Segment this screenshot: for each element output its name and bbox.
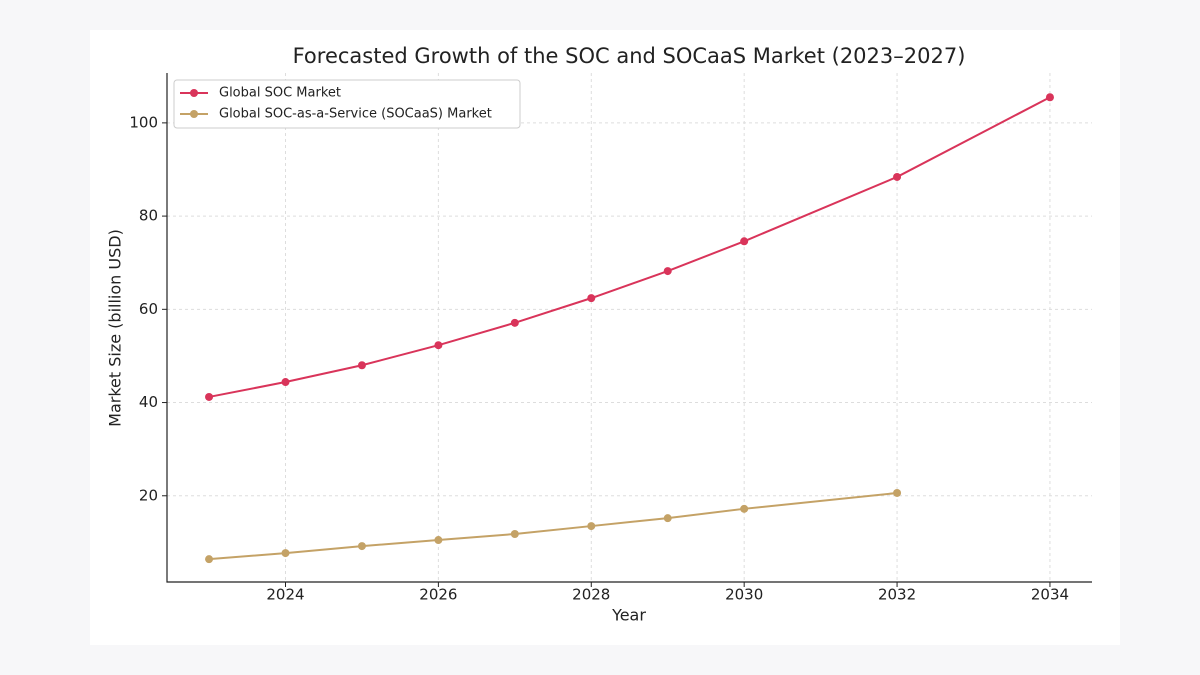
legend: Global SOC Market Global SOC-as-a-Service… xyxy=(173,79,521,129)
data-point xyxy=(205,392,214,401)
data-point xyxy=(281,378,290,387)
x-tick-label: 2032 xyxy=(878,586,916,604)
chart-title: Forecasted Growth of the SOC and SOCaaS … xyxy=(293,44,966,68)
y-tick-label: 60 xyxy=(139,300,158,318)
data-point xyxy=(587,294,596,303)
data-point xyxy=(434,536,443,545)
data-point xyxy=(357,361,366,370)
axes xyxy=(166,73,1092,583)
y-tick-label: 40 xyxy=(139,393,158,411)
x-tick-label: 2028 xyxy=(572,586,610,604)
data-point xyxy=(357,542,366,551)
data-point xyxy=(663,514,672,523)
data-point xyxy=(740,504,749,513)
y-tick-label: 80 xyxy=(139,207,158,225)
data-point xyxy=(434,341,443,350)
y-tick-label: 100 xyxy=(129,113,158,131)
x-tick-label: 2030 xyxy=(725,586,763,604)
y-axis-label: Market Size (billion USD) xyxy=(106,229,125,427)
x-axis-label: Year xyxy=(611,606,646,625)
data-point xyxy=(893,488,902,497)
data-point xyxy=(663,267,672,276)
data-point xyxy=(510,529,519,538)
data-point xyxy=(281,549,290,558)
data-point xyxy=(510,318,519,327)
data-point xyxy=(893,172,902,181)
legend-label: Global SOC Market xyxy=(219,86,341,101)
data-point xyxy=(740,237,749,246)
legend-marker xyxy=(190,89,198,97)
legend-label: Global SOC-as-a-Service (SOCaaS) Market xyxy=(219,107,492,122)
card xyxy=(90,30,1120,645)
x-tick-label: 2026 xyxy=(419,586,457,604)
data-point xyxy=(587,522,596,531)
y-tick-label: 20 xyxy=(139,486,158,504)
series-line xyxy=(208,96,1051,398)
x-tick-label: 2034 xyxy=(1031,586,1069,604)
legend-box xyxy=(173,79,521,129)
x-tick-label: 2024 xyxy=(266,586,304,604)
legend-marker xyxy=(190,110,198,118)
data-point xyxy=(1045,93,1054,102)
data-point xyxy=(205,555,214,564)
